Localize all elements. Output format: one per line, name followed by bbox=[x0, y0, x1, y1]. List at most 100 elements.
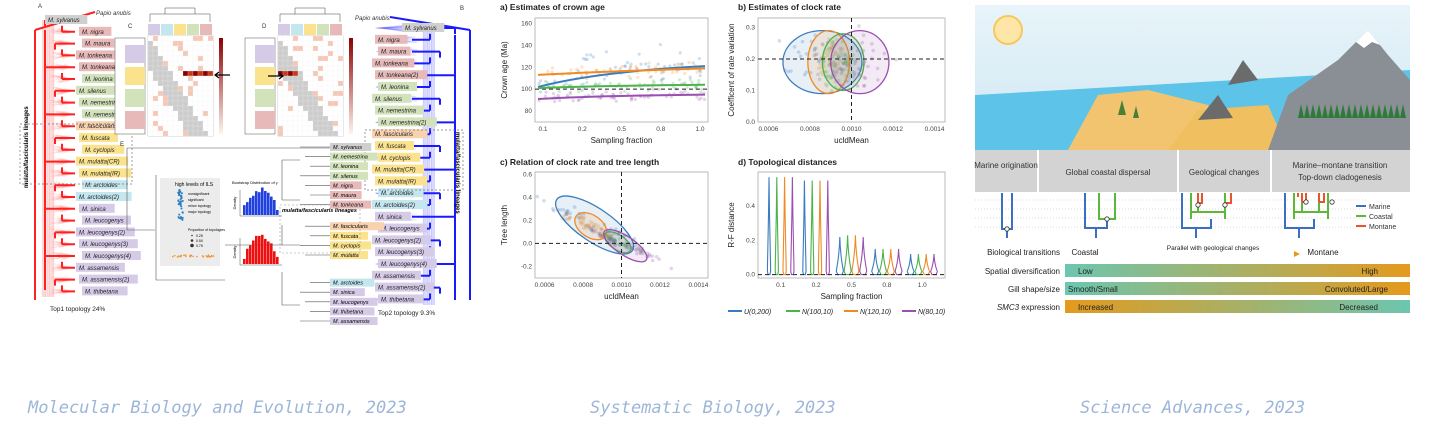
scatter-point bbox=[587, 224, 592, 228]
heatmap-cell bbox=[187, 125, 194, 132]
heatmap-cell bbox=[327, 70, 334, 77]
scatter-point bbox=[685, 86, 689, 90]
heatmap-cell bbox=[187, 130, 194, 137]
scatter-point bbox=[608, 234, 612, 238]
inset-point bbox=[178, 194, 181, 197]
scatter-point bbox=[816, 59, 821, 64]
heatmap-cell bbox=[162, 115, 169, 122]
heatmap-cell bbox=[177, 125, 184, 132]
inset-point bbox=[181, 211, 184, 214]
heatmap-cell bbox=[292, 55, 299, 62]
heatmap-cell bbox=[147, 105, 154, 112]
top1-caption: Top1 topology 24% bbox=[50, 306, 106, 313]
heatmap-cell bbox=[182, 90, 189, 97]
legend-label: N(120,10) bbox=[860, 309, 891, 316]
scatter-point bbox=[826, 74, 831, 78]
scatter-point bbox=[537, 81, 541, 86]
heatmap-cell bbox=[297, 125, 304, 132]
heatmap-cell bbox=[187, 50, 194, 57]
species-label-b: M. nemestrina bbox=[378, 109, 417, 115]
heatmap-cell bbox=[327, 65, 334, 72]
heatmap-cell bbox=[187, 70, 194, 77]
scatter-point bbox=[556, 93, 560, 97]
scatter-point bbox=[656, 62, 660, 66]
scatter-point bbox=[855, 84, 860, 88]
x-axis-label: Sampling fraction bbox=[821, 292, 883, 301]
scatter-point bbox=[553, 100, 557, 104]
inset-point bbox=[178, 213, 181, 216]
heatmap-cell bbox=[337, 80, 344, 87]
species-label-b: M. assamensis bbox=[375, 274, 415, 280]
heatmap-cell bbox=[302, 120, 309, 127]
species-label-a: M. fuscata bbox=[82, 136, 110, 142]
scatter-point bbox=[825, 48, 830, 52]
heatmap-cell bbox=[187, 35, 194, 42]
scatter-point bbox=[852, 70, 857, 75]
heatmap-cell bbox=[202, 130, 209, 137]
scatter-point bbox=[595, 68, 599, 72]
heatmap-cell bbox=[287, 125, 294, 132]
species-label-e: M. nemestrina bbox=[333, 155, 368, 161]
species-label-bg bbox=[375, 70, 428, 80]
heatmap-cell bbox=[317, 50, 324, 57]
scatter-point bbox=[609, 238, 614, 242]
heatmap-cell bbox=[282, 105, 289, 112]
heatmap-cell bbox=[167, 125, 174, 132]
heatmap-cell bbox=[312, 75, 319, 82]
heatmap-cell bbox=[162, 85, 169, 92]
heatmap-cell bbox=[302, 130, 309, 137]
heatmap-cell bbox=[332, 95, 339, 102]
heatmap-cell bbox=[292, 120, 299, 127]
caption-sciadv: Science Advances, 2023 bbox=[1080, 398, 1306, 418]
heatmap-cell bbox=[327, 105, 334, 112]
histogram-bar-blue bbox=[273, 200, 276, 215]
y-axis-label: Crown age (Ma) bbox=[500, 41, 509, 99]
caption-mbe: Molecular Biology and Evolution, 2023 bbox=[28, 398, 407, 418]
arrow-head-icon bbox=[1294, 251, 1300, 257]
heatmap-cell bbox=[152, 125, 159, 132]
heatmap-cell bbox=[207, 115, 214, 122]
row-label: SMC3 expression bbox=[997, 303, 1060, 312]
scatter-point bbox=[585, 223, 590, 227]
scatter-point bbox=[830, 75, 834, 80]
scatter-point bbox=[668, 64, 672, 68]
scatter-point bbox=[542, 198, 546, 203]
histogram-bar-red bbox=[261, 234, 264, 264]
heatmap-cell bbox=[197, 60, 204, 67]
scatter-point bbox=[610, 238, 614, 243]
heatmap-cell bbox=[147, 80, 154, 87]
heatmap-cell bbox=[172, 65, 179, 72]
heatmap-cell bbox=[312, 100, 319, 107]
species-label-bg bbox=[378, 46, 411, 56]
scatter-point bbox=[688, 75, 692, 79]
scatter-point bbox=[594, 226, 599, 231]
species-label-bg bbox=[76, 121, 132, 131]
heatmap-cell bbox=[172, 40, 179, 47]
tree-legend-label: Montane bbox=[1369, 224, 1396, 231]
y-tick-label: -0.2 bbox=[521, 263, 533, 270]
heatmap-cell bbox=[202, 55, 209, 62]
inset-legend: significant bbox=[188, 198, 204, 202]
heatmap-cell bbox=[277, 50, 284, 57]
scatter-point bbox=[577, 90, 581, 94]
scatter-point bbox=[535, 194, 540, 199]
scatter-point bbox=[804, 70, 809, 74]
heatmap-cell bbox=[327, 40, 334, 47]
scatter-point bbox=[568, 215, 572, 220]
scatter-point bbox=[830, 64, 835, 68]
heatmap-cell bbox=[202, 95, 209, 102]
trend-line bbox=[537, 83, 706, 90]
heatmap-cell bbox=[297, 90, 304, 97]
inset-point bbox=[212, 255, 215, 257]
heatmap-cell bbox=[202, 70, 209, 77]
heatmap-cell bbox=[167, 75, 174, 82]
scatter-point bbox=[636, 246, 641, 251]
scatter-point bbox=[839, 71, 844, 76]
heatmap-cell bbox=[207, 85, 214, 92]
confidence-ellipse bbox=[807, 29, 851, 95]
heatmap-cell bbox=[197, 45, 204, 52]
scatter-point bbox=[647, 253, 652, 258]
heatmap-cell bbox=[162, 130, 169, 137]
heatmap-cell bbox=[292, 45, 299, 52]
inset-point bbox=[210, 255, 213, 258]
